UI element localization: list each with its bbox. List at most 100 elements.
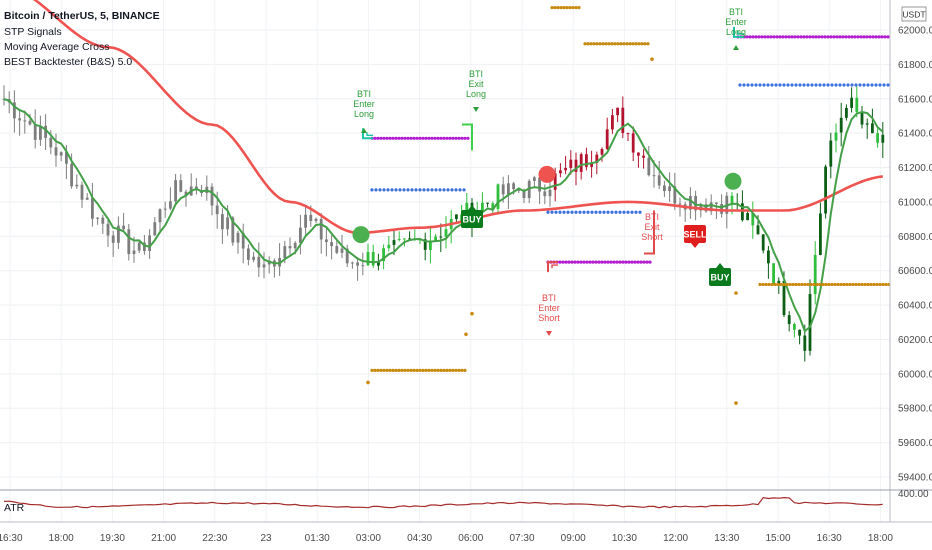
x-tick-label: 18:00 [49, 533, 74, 544]
candle-body [819, 213, 822, 255]
candle-body [787, 315, 791, 325]
long-level-dot [460, 136, 464, 140]
candle-body [340, 248, 344, 253]
target-level-dot [776, 282, 780, 287]
bracket-path [547, 261, 558, 273]
entry-level-dot [754, 83, 758, 87]
entry-level-dot [458, 188, 462, 192]
target-level-dot [406, 368, 410, 373]
long-level-dot [880, 35, 884, 39]
candle-body [767, 250, 770, 264]
target-level-dot [824, 282, 828, 287]
entry-level-dot [854, 83, 858, 87]
long-level-dot [766, 35, 770, 39]
candle-body [678, 203, 682, 205]
long-level-dot [394, 136, 398, 140]
indicator-backtester[interactable]: BEST Backtester (B&S) 5.0 [4, 56, 132, 68]
candle-body [574, 159, 578, 172]
long-level-dot [868, 35, 872, 39]
candle-body [751, 213, 755, 226]
target-level-dot [610, 42, 614, 46]
target-level-dot [794, 282, 798, 287]
target-level-dot [854, 282, 858, 287]
candle-body [876, 133, 879, 143]
candle-body [18, 118, 21, 121]
target-level-dot [764, 282, 768, 287]
candle-body [824, 166, 827, 214]
target-level-dot [863, 282, 867, 287]
candle-body [538, 177, 541, 192]
target-level-dot [833, 282, 837, 287]
x-tick-label: 01:30 [305, 533, 330, 544]
signal-triangle [473, 107, 479, 112]
long-level-dot [385, 136, 389, 140]
entry-level-dot [578, 210, 582, 214]
entry-level-dot [434, 188, 438, 192]
signal-enter-long-label: BTI [357, 89, 371, 99]
candle-body [720, 203, 723, 214]
indicator-ma-cross[interactable]: Moving Average Cross [4, 41, 109, 53]
entry-level-dot [842, 83, 846, 87]
short-level-dot [624, 260, 628, 264]
candle-body [39, 125, 42, 140]
target-level-dot [851, 282, 855, 287]
candle-body [657, 175, 661, 186]
exit-short-bracket [644, 210, 655, 255]
target-level-dot [379, 368, 383, 373]
orange-marker [366, 380, 370, 385]
long-level-dot [814, 35, 818, 39]
candle-body [117, 225, 120, 243]
candle-body [860, 112, 864, 125]
atr-label[interactable]: ATR [4, 502, 25, 514]
target-level-dot [878, 282, 882, 287]
atr-tick-label: 400.00 [898, 489, 929, 500]
target-level-dot [800, 282, 804, 287]
candle-body [314, 218, 318, 221]
entry-level-dot [634, 210, 638, 214]
target-level-dot [619, 42, 623, 46]
candle-body [75, 184, 79, 187]
target-level-dot [574, 6, 578, 10]
target-level-dot [463, 368, 467, 373]
candle-body [689, 196, 692, 210]
entry-level-dot [738, 83, 742, 87]
signal-tag-pointer [691, 243, 699, 248]
entry-level-dot [834, 83, 838, 87]
entry-level-dot [802, 83, 806, 87]
entry-level-dot [586, 210, 590, 214]
long-level-dot [826, 35, 830, 39]
entry-level-dot [814, 83, 818, 87]
x-tick-label: 16:30 [817, 533, 842, 544]
currency-badge[interactable]: USDT [901, 6, 927, 22]
target-level-dot [860, 282, 864, 287]
bracket-path-inner [737, 30, 744, 35]
target-level-dot [583, 42, 587, 46]
entry-level-dot [830, 83, 834, 87]
x-tick-label: 07:30 [509, 533, 534, 544]
long-level-dot [391, 136, 395, 140]
short-level-dot [618, 260, 622, 264]
candle-body [668, 186, 671, 192]
candle-body [486, 202, 489, 204]
target-level-dot [439, 368, 443, 373]
target-level-dot [571, 6, 575, 10]
long-level-dot [466, 136, 470, 140]
candle-body [59, 152, 63, 156]
target-level-dot [460, 368, 464, 373]
candle-body [595, 154, 599, 163]
candle-body [481, 202, 484, 212]
entry-level-dot [450, 188, 454, 192]
target-level-dot [866, 282, 870, 287]
long-level-dot [883, 35, 887, 39]
entry-level-dot [630, 210, 634, 214]
signal-tag-box [709, 268, 731, 286]
target-level-dot [815, 282, 819, 287]
symbol-title[interactable]: Bitcoin / TetherUS, 5, BINANCE [4, 10, 160, 22]
x-tick-label: 04:30 [407, 533, 432, 544]
candle-body [761, 234, 765, 251]
target-level-dot [556, 6, 560, 10]
candle-body [122, 225, 125, 230]
indicator-stp-signals[interactable]: STP Signals [4, 26, 62, 38]
